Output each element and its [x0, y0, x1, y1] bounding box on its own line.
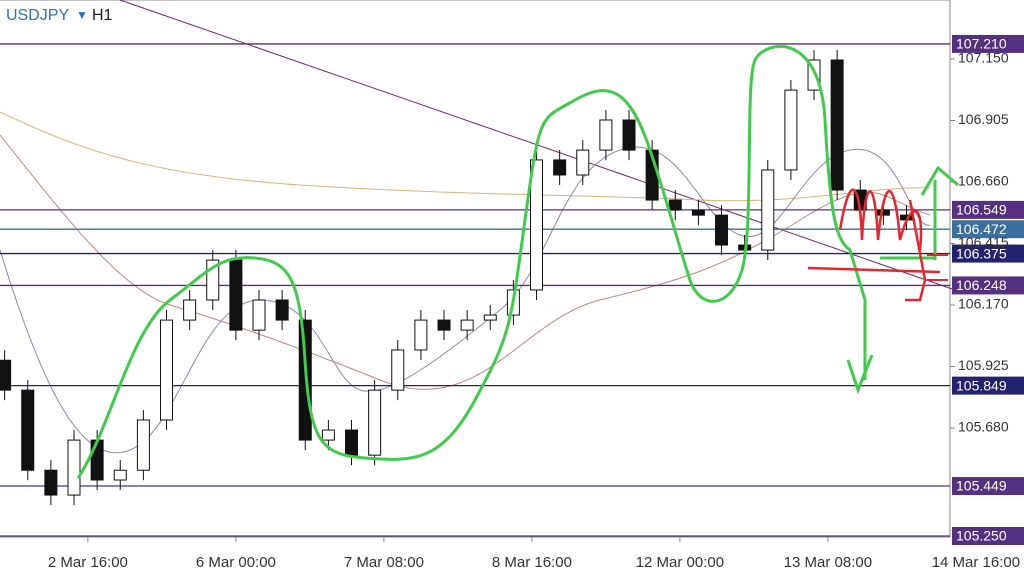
candle-body — [437, 319, 451, 331]
price-level-label: 105.250 — [956, 528, 1007, 544]
price-level-tag — [952, 34, 1024, 53]
x-tick-label: 12 Mar 00:00 — [636, 554, 724, 571]
candle-body — [113, 469, 127, 481]
candle-body — [830, 59, 844, 191]
price-level-tag — [952, 376, 1024, 395]
candle-body — [391, 349, 405, 391]
x-tick-label: 8 Mar 16:00 — [492, 554, 572, 571]
candle-body — [715, 214, 729, 246]
candle-body — [67, 439, 81, 496]
x-tick-label: 14 Mar 16:00 — [932, 554, 1020, 571]
y-tick-label: 106.170 — [958, 296, 1009, 312]
y-tick-label: 107.150 — [958, 50, 1009, 66]
price-level-label: 107.210 — [956, 36, 1007, 52]
candle-body — [21, 389, 35, 471]
price-level-label: 105.449 — [956, 478, 1007, 494]
candle-body — [460, 319, 474, 331]
candle-body — [44, 469, 58, 496]
candle-body — [530, 159, 544, 291]
annotation — [927, 254, 948, 281]
x-tick-label: 6 Mar 00:00 — [196, 554, 276, 571]
candle-body — [368, 389, 382, 456]
candle-body — [229, 259, 243, 331]
annotation — [76, 44, 867, 479]
y-tick-label: 106.660 — [958, 173, 1009, 189]
price-level-tag — [952, 276, 1024, 295]
price-level-tag — [952, 477, 1024, 496]
price-level-tag — [952, 244, 1024, 263]
candle-body — [691, 209, 705, 216]
price-level-tag — [952, 200, 1024, 219]
candle-body — [136, 419, 150, 471]
moving-average — [0, 146, 931, 454]
price-level-tag — [952, 220, 1024, 239]
annotation — [880, 165, 959, 260]
y-tick-label: 106.905 — [958, 111, 1009, 127]
price-level-label: 106.549 — [956, 202, 1007, 218]
price-level-label: 106.472 — [956, 221, 1007, 237]
symbol[interactable]: USDJPY — [6, 7, 69, 24]
candle-body — [345, 429, 359, 456]
candle-body — [761, 169, 775, 251]
candle-body — [275, 299, 289, 321]
x-tick-label: 2 Mar 16:00 — [48, 554, 128, 571]
y-tick-label: 105.925 — [958, 357, 1009, 373]
candle-body — [622, 119, 636, 151]
candle-body — [668, 199, 682, 211]
candle-body — [576, 149, 590, 176]
candle-body — [90, 439, 104, 481]
moving-average — [0, 134, 931, 390]
dropdown-icon[interactable]: ▼ — [76, 8, 88, 22]
candle-body — [483, 314, 497, 321]
y-tick-label: 106.415 — [958, 234, 1009, 250]
moving-average — [0, 111, 931, 202]
candle-body — [876, 209, 890, 216]
candle-body — [183, 299, 197, 321]
annotation — [846, 354, 874, 395]
timeframe[interactable]: H1 — [92, 7, 113, 24]
x-tick-label: 13 Mar 08:00 — [784, 554, 872, 571]
x-tick-label: 7 Mar 08:00 — [344, 554, 424, 571]
annotation — [807, 188, 941, 302]
price-level-label: 106.375 — [956, 245, 1007, 261]
price-level-tag — [952, 526, 1024, 545]
candle-body — [0, 359, 12, 391]
candle-body — [784, 89, 798, 171]
candle-body — [160, 319, 174, 421]
candle-body — [553, 159, 567, 176]
y-tick-label: 105.680 — [958, 419, 1009, 435]
price-level-label: 105.849 — [956, 377, 1007, 393]
candle-body — [321, 429, 335, 441]
candle-body — [252, 299, 266, 331]
candle-body — [599, 119, 613, 151]
price-level-label: 106.248 — [956, 277, 1007, 293]
candle-body — [414, 319, 428, 351]
